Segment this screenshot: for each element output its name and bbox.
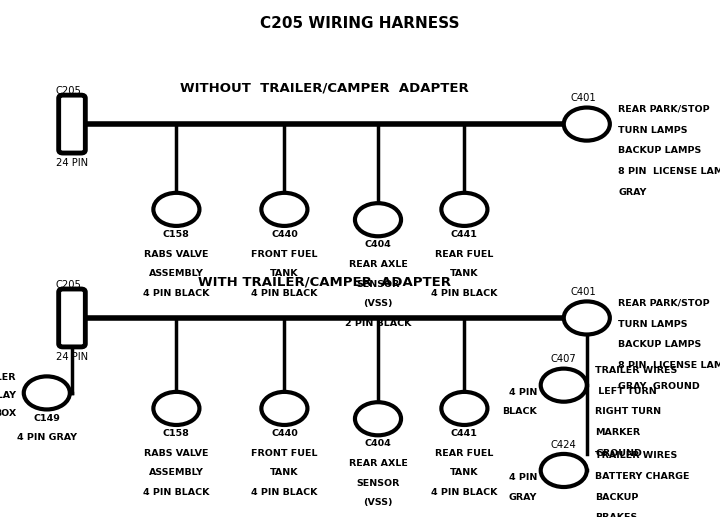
Circle shape <box>441 193 487 226</box>
Text: 4 PIN BLACK: 4 PIN BLACK <box>251 289 318 298</box>
Text: 4 PIN GRAY: 4 PIN GRAY <box>17 433 77 442</box>
Text: C205: C205 <box>55 280 81 290</box>
Text: C440: C440 <box>271 429 298 438</box>
Text: C401: C401 <box>570 94 596 103</box>
Text: (VSS): (VSS) <box>364 498 392 507</box>
Text: (VSS): (VSS) <box>364 299 392 308</box>
Text: C404: C404 <box>364 240 392 249</box>
Text: REAR PARK/STOP: REAR PARK/STOP <box>618 105 710 114</box>
Circle shape <box>261 193 307 226</box>
Text: C404: C404 <box>364 439 392 448</box>
Circle shape <box>153 392 199 425</box>
Circle shape <box>355 203 401 236</box>
Text: BLACK: BLACK <box>503 407 537 416</box>
Text: MARKER: MARKER <box>595 428 641 437</box>
Text: C441: C441 <box>451 230 478 239</box>
Text: REAR PARK/STOP: REAR PARK/STOP <box>618 299 710 308</box>
Text: TURN LAMPS: TURN LAMPS <box>618 126 688 134</box>
Text: GRAY  GROUND: GRAY GROUND <box>618 382 701 390</box>
Text: TURN LAMPS: TURN LAMPS <box>618 320 688 328</box>
Text: TANK: TANK <box>450 468 479 477</box>
Text: C149: C149 <box>33 414 60 422</box>
Text: 8 PIN  LICENSE LAMPS: 8 PIN LICENSE LAMPS <box>618 167 720 176</box>
Text: 24 PIN: 24 PIN <box>56 352 88 361</box>
Text: GRAY: GRAY <box>618 188 647 196</box>
Text: 4 PIN: 4 PIN <box>509 473 537 482</box>
Text: 8 PIN  LICENSE LAMPS: 8 PIN LICENSE LAMPS <box>618 361 720 370</box>
Text: C424: C424 <box>551 440 577 450</box>
Text: WITH TRAILER/CAMPER  ADAPTER: WITH TRAILER/CAMPER ADAPTER <box>197 275 451 288</box>
Text: SENSOR: SENSOR <box>356 479 400 488</box>
Text: RABS VALVE: RABS VALVE <box>144 449 209 458</box>
Text: REAR FUEL: REAR FUEL <box>435 449 494 458</box>
Text: GRAY: GRAY <box>509 493 537 501</box>
Text: 24 PIN: 24 PIN <box>56 158 88 168</box>
Text: BACKUP LAMPS: BACKUP LAMPS <box>618 340 702 349</box>
Text: 4 PIN BLACK: 4 PIN BLACK <box>143 289 210 298</box>
Circle shape <box>355 402 401 435</box>
Text: C158: C158 <box>163 230 190 239</box>
Text: RIGHT TURN: RIGHT TURN <box>595 407 662 416</box>
Text: C205 WIRING HARNESS: C205 WIRING HARNESS <box>260 16 460 31</box>
Circle shape <box>541 369 587 402</box>
Text: C407: C407 <box>551 355 577 364</box>
Text: BRAKES: BRAKES <box>595 513 638 517</box>
Text: C205: C205 <box>55 86 81 96</box>
Text: BATTERY CHARGE: BATTERY CHARGE <box>595 472 690 481</box>
FancyBboxPatch shape <box>59 95 86 153</box>
Text: BACKUP LAMPS: BACKUP LAMPS <box>618 146 702 155</box>
Text: GROUND: GROUND <box>595 449 642 458</box>
Text: RELAY: RELAY <box>0 391 17 400</box>
Text: FRONT FUEL: FRONT FUEL <box>251 250 318 258</box>
Circle shape <box>24 376 70 409</box>
Text: ASSEMBLY: ASSEMBLY <box>149 269 204 278</box>
Text: 2 PIN BLACK: 2 PIN BLACK <box>345 319 411 328</box>
Text: REAR FUEL: REAR FUEL <box>435 250 494 258</box>
Text: 4 PIN BLACK: 4 PIN BLACK <box>251 488 318 497</box>
Text: SENSOR: SENSOR <box>356 280 400 288</box>
Circle shape <box>153 193 199 226</box>
Text: TRAILER WIRES: TRAILER WIRES <box>595 366 678 375</box>
Text: BOX: BOX <box>0 409 17 418</box>
Circle shape <box>564 301 610 334</box>
Text: LEFT TURN: LEFT TURN <box>595 387 657 396</box>
Text: TRAILER WIRES: TRAILER WIRES <box>595 451 678 460</box>
Circle shape <box>441 392 487 425</box>
Text: 4 PIN BLACK: 4 PIN BLACK <box>143 488 210 497</box>
Text: 4 PIN: 4 PIN <box>509 388 537 397</box>
Text: REAR AXLE: REAR AXLE <box>348 459 408 468</box>
FancyBboxPatch shape <box>59 289 86 347</box>
Text: TANK: TANK <box>450 269 479 278</box>
Text: TANK: TANK <box>270 269 299 278</box>
Text: WITHOUT  TRAILER/CAMPER  ADAPTER: WITHOUT TRAILER/CAMPER ADAPTER <box>179 81 469 95</box>
Text: RABS VALVE: RABS VALVE <box>144 250 209 258</box>
Text: REAR AXLE: REAR AXLE <box>348 260 408 269</box>
Text: C158: C158 <box>163 429 190 438</box>
Circle shape <box>261 392 307 425</box>
Text: C401: C401 <box>570 287 596 297</box>
Text: 4 PIN BLACK: 4 PIN BLACK <box>431 289 498 298</box>
Circle shape <box>564 108 610 141</box>
Text: TANK: TANK <box>270 468 299 477</box>
Text: FRONT FUEL: FRONT FUEL <box>251 449 318 458</box>
Text: TRAILER: TRAILER <box>0 373 17 382</box>
Text: C441: C441 <box>451 429 478 438</box>
Text: BACKUP: BACKUP <box>595 493 639 501</box>
Text: ASSEMBLY: ASSEMBLY <box>149 468 204 477</box>
Text: C440: C440 <box>271 230 298 239</box>
Circle shape <box>541 454 587 487</box>
Text: 4 PIN BLACK: 4 PIN BLACK <box>431 488 498 497</box>
